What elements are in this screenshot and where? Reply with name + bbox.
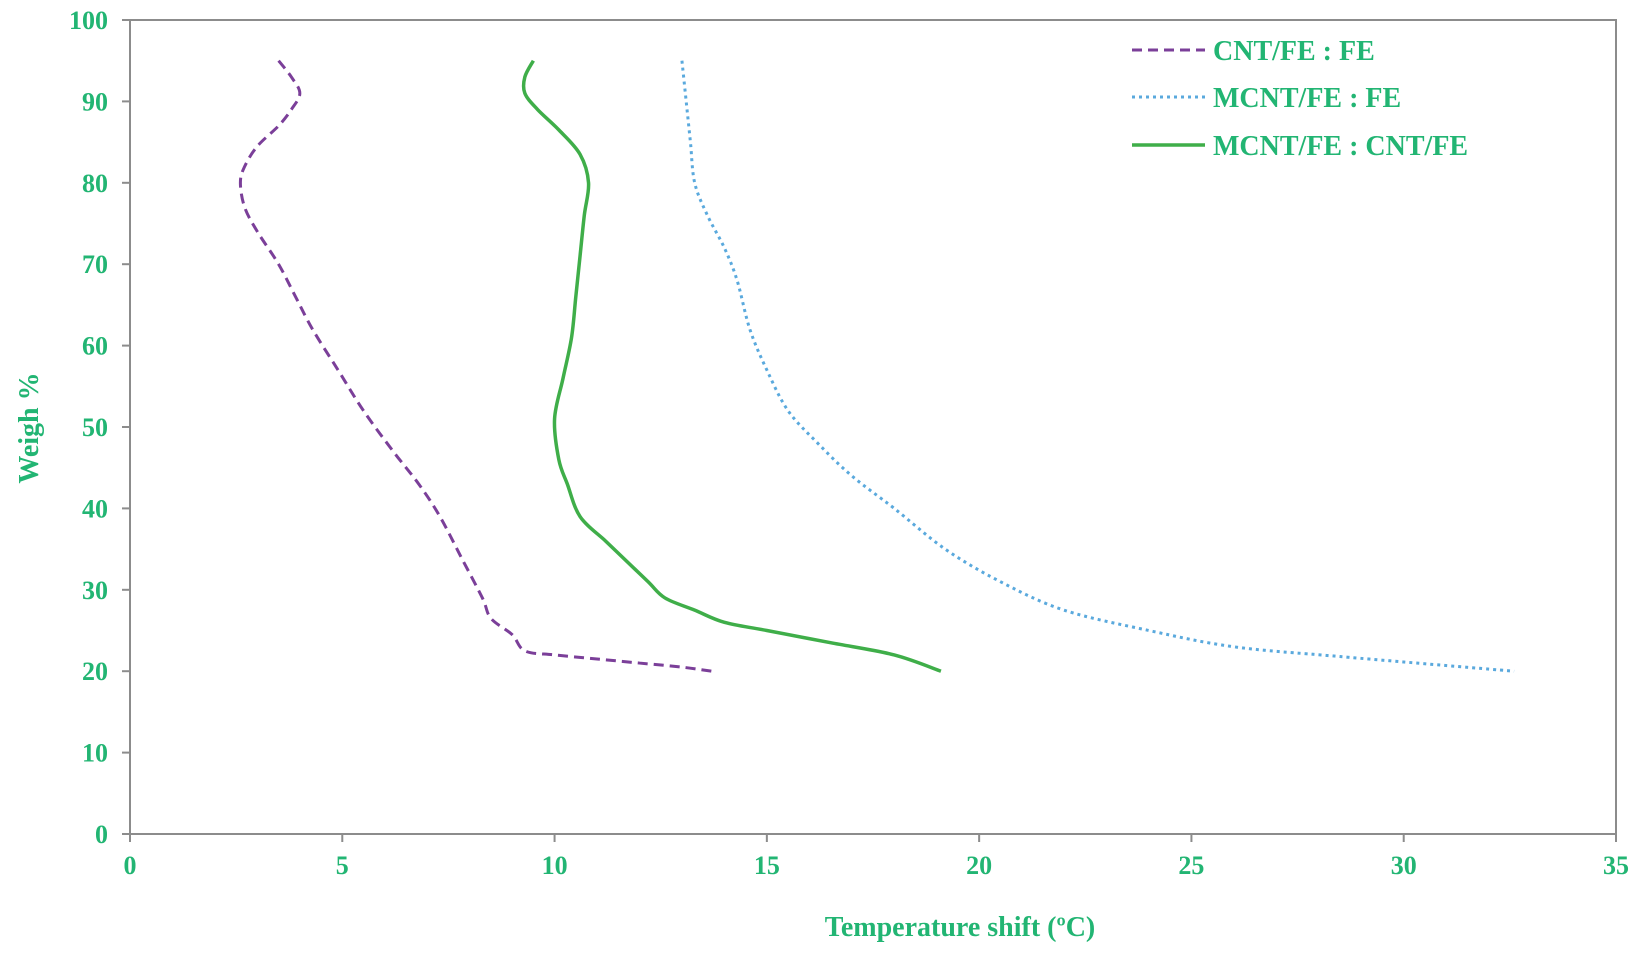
series-layer bbox=[238, 59, 1515, 673]
x-tick-label: 25 bbox=[1178, 851, 1204, 880]
legend-label-mcnt-fe-cnt-fe: MCNT/FE : CNT/FE bbox=[1213, 131, 1468, 162]
x-tick-label: 5 bbox=[336, 851, 349, 880]
x-tick-label: 20 bbox=[966, 851, 992, 880]
series-line-mcnt-fe-fe bbox=[680, 60, 1515, 673]
x-tick-label: 30 bbox=[1391, 851, 1417, 880]
series-line-cnt-fe-fe bbox=[238, 59, 712, 673]
y-axis-label: Weigh % bbox=[14, 372, 45, 483]
legend-label-mcnt-fe-fe: MCNT/FE : FE bbox=[1213, 83, 1401, 114]
y-tick-label: 90 bbox=[82, 87, 108, 116]
y-tick-label: 50 bbox=[82, 413, 108, 442]
y-tick-label: 80 bbox=[82, 169, 108, 198]
y-tick-label: 0 bbox=[95, 820, 108, 849]
legend-label-cnt-fe-fe: CNT/FE : FE bbox=[1213, 36, 1375, 67]
x-axis-label: Temperature shift (ºC) bbox=[825, 912, 1096, 943]
x-tick-label: 35 bbox=[1603, 851, 1629, 880]
x-tick-label: 15 bbox=[754, 851, 780, 880]
y-tick-label: 40 bbox=[82, 494, 108, 523]
y-axis-ticks: 0 10 20 30 40 50 60 70 80 90 100 bbox=[69, 6, 130, 849]
legend: CNT/FE : FE MCNT/FE : FE MCNT/FE : CNT/FE bbox=[1132, 36, 1468, 162]
series-line-mcnt-fe-cnt-fe bbox=[521, 59, 942, 673]
y-tick-label: 100 bbox=[69, 6, 108, 35]
x-tick-label: 10 bbox=[542, 851, 568, 880]
y-tick-label: 30 bbox=[82, 576, 108, 605]
y-tick-label: 60 bbox=[82, 332, 108, 361]
x-tick-label: 0 bbox=[124, 851, 137, 880]
x-axis-ticks: 0 5 10 15 20 25 30 35 bbox=[124, 834, 1629, 880]
y-tick-label: 70 bbox=[82, 250, 108, 279]
y-tick-label: 10 bbox=[82, 739, 108, 768]
y-tick-label: 20 bbox=[82, 657, 108, 686]
